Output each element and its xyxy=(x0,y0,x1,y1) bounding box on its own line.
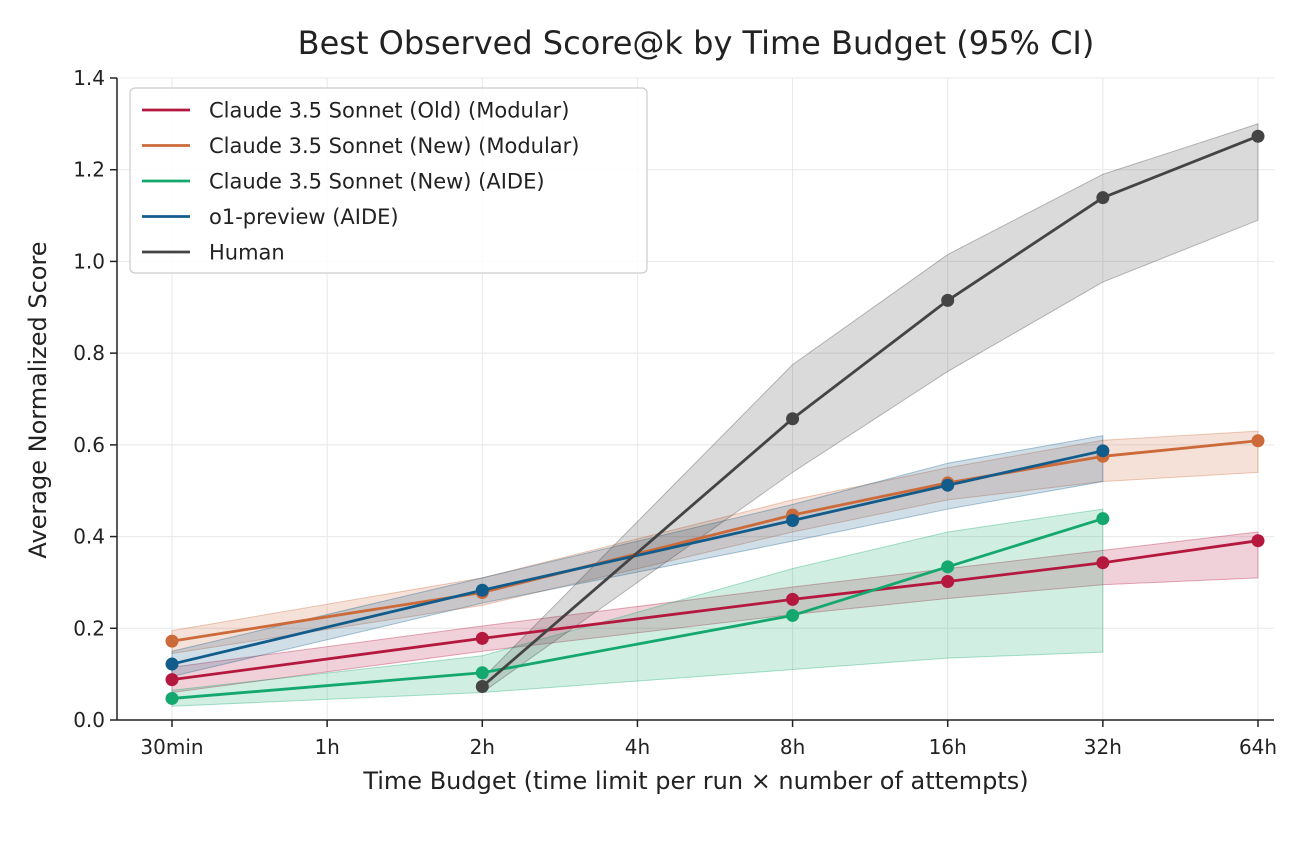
data-point xyxy=(475,680,489,694)
data-point xyxy=(941,293,955,307)
legend-frame xyxy=(129,87,648,274)
x-tick-label: 16h xyxy=(929,735,967,759)
data-point xyxy=(1096,444,1110,458)
data-point xyxy=(941,478,955,492)
y-tick-label: 0.0 xyxy=(73,708,105,732)
x-tick-label: 8h xyxy=(780,735,805,759)
legend: Claude 3.5 Sonnet (Old) (Modular) Claude … xyxy=(129,87,648,274)
legend-label: Claude 3.5 Sonnet (Old) (Modular) xyxy=(209,99,569,123)
x-tick-label: 1h xyxy=(314,735,339,759)
data-point xyxy=(941,560,955,574)
y-axis-label: Average Normalized Score xyxy=(24,241,52,558)
data-point xyxy=(1096,191,1110,205)
ci-band xyxy=(171,508,1104,707)
data-point xyxy=(475,631,489,645)
y-tick-label: 1.0 xyxy=(73,249,105,273)
x-tick-label: 4h xyxy=(625,735,650,759)
data-point xyxy=(786,608,800,622)
chart-title: Best Observed Score@k by Time Budget (95… xyxy=(298,24,1095,62)
data-point xyxy=(165,691,179,705)
legend-label: Claude 3.5 Sonnet (New) (AIDE) xyxy=(209,170,545,194)
y-tick-label: 1.4 xyxy=(73,66,105,90)
data-point xyxy=(165,657,179,671)
data-point xyxy=(786,592,800,606)
y-tick-label: 1.2 xyxy=(73,158,105,182)
axes xyxy=(110,77,1274,727)
x-tick-label: 64h xyxy=(1239,735,1277,759)
x-tick-label: 30min xyxy=(140,735,203,759)
tick-labels: 30min 1h 2h 4h 8h 16h 32h 64h 0.0 0.2 0.4 0.6 0.8 1.0… xyxy=(73,66,1277,759)
legend-label: Human xyxy=(209,241,285,265)
data-point xyxy=(165,634,179,648)
data-point xyxy=(1096,556,1110,570)
x-tick-label: 2h xyxy=(470,735,495,759)
data-point xyxy=(475,583,489,597)
series-points xyxy=(165,129,1265,705)
data-point xyxy=(1251,534,1265,548)
data-point xyxy=(165,673,179,687)
data-point xyxy=(941,575,955,589)
y-tick-label: 0.8 xyxy=(73,341,105,365)
data-point xyxy=(786,514,800,528)
x-axis-label: Time Budget (time limit per run × number… xyxy=(362,767,1028,795)
data-point xyxy=(1096,512,1110,526)
data-point xyxy=(1251,434,1265,448)
grid-lines xyxy=(117,77,1274,721)
y-tick-label: 0.4 xyxy=(73,525,105,549)
ci-band xyxy=(171,531,1259,694)
legend-label: Claude 3.5 Sonnet (New) (Modular) xyxy=(209,134,580,158)
series-line xyxy=(171,439,1259,643)
data-point xyxy=(1251,129,1265,143)
x-tick-label: 32h xyxy=(1084,735,1122,759)
data-point xyxy=(786,412,800,426)
legend-label: o1-preview (AIDE) xyxy=(209,205,399,229)
ci-band xyxy=(481,123,1259,694)
data-point xyxy=(475,666,489,680)
y-tick-label: 0.6 xyxy=(73,433,105,457)
y-tick-label: 0.2 xyxy=(73,616,105,640)
